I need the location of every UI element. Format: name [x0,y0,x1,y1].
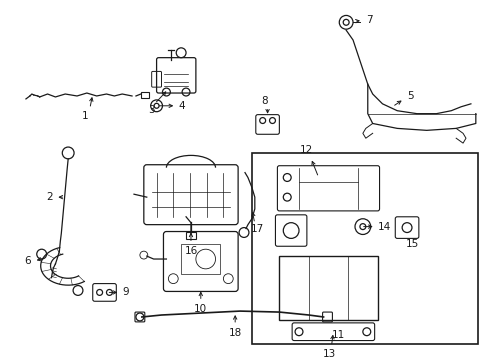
Text: 11: 11 [331,330,344,340]
Text: 8: 8 [261,96,267,106]
Text: 4: 4 [179,101,185,111]
Bar [279,256,377,320]
Bar [141,92,148,98]
Text: 7: 7 [366,15,372,25]
Text: 5: 5 [406,91,412,101]
Text: 12: 12 [300,145,313,155]
Text: 3: 3 [148,105,155,115]
Text: 14: 14 [377,222,390,231]
Text: 16: 16 [184,246,197,256]
Text: 2: 2 [46,192,53,202]
Text: 15: 15 [405,239,418,249]
Text: 6: 6 [24,256,31,266]
Text: 10: 10 [194,304,207,314]
Text: 1: 1 [81,111,88,121]
Text: 9: 9 [122,287,129,297]
Text: 17: 17 [251,224,264,234]
Bar [181,244,220,274]
Text: 18: 18 [228,328,241,338]
Text: 13: 13 [322,349,335,359]
Bar [251,153,477,345]
Bar [185,231,196,239]
